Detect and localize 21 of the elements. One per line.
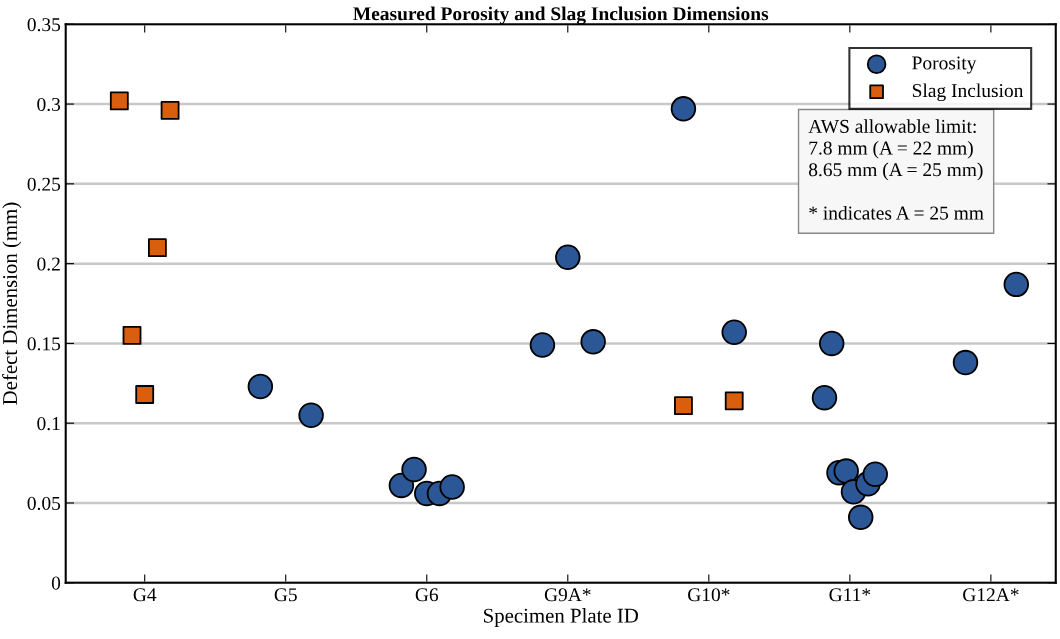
x-axis-title: Specimen Plate ID [484, 608, 639, 627]
text: AWS allowable limit: 7.8 mm (A = 22 mm) 8.65 mm (A = 25 mm) * indicates A = 25 mm [808, 119, 984, 220]
y-tick-label: 0.25 [27, 177, 61, 191]
y-tick-label: 0.3 [37, 97, 61, 112]
y-tick-label: 0.15 [27, 337, 61, 351]
legend-label: Slag Inclusion [912, 83, 1024, 102]
x-tick-label: G10* [688, 588, 730, 602]
y-tick-label: 0.05 [27, 496, 61, 511]
legend-label: Porosity [912, 56, 977, 74]
x-tick-label: G4 [133, 588, 157, 602]
y-tick-label: 0.1 [37, 417, 60, 431]
y-tick-label: 0.35 [27, 18, 61, 32]
y-tick-label: 0 [51, 576, 61, 590]
chart-title: Measured Porosity and Slag Inclusion Dimensions [353, 6, 769, 25]
y-axis-title: Defect Dimension (mm) [2, 202, 22, 405]
x-tick-label: G11* [829, 588, 871, 602]
y-tick-label: 0.2 [37, 257, 60, 271]
x-tick-label: G12A* [963, 588, 1019, 602]
x-tick-label: G5 [274, 588, 297, 602]
x-tick-label: G9A* [544, 588, 591, 602]
x-tick-label: G6 [415, 588, 439, 602]
